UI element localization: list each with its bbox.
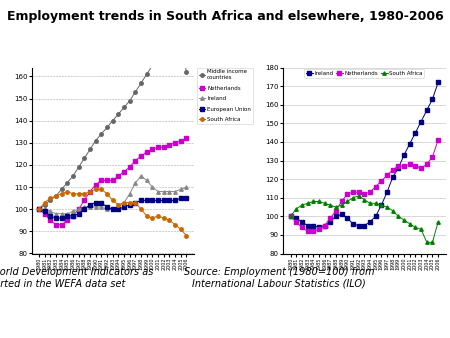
Text: Employment trends in South Africa and elsewhere, 1980-2006: Employment trends in South Africa and el… <box>7 10 443 23</box>
Text: Source: Employment (1980=100) from
International Labour Statistics (ILO): Source: Employment (1980=100) from Inter… <box>184 267 374 289</box>
Text: Source: World Development Indicators as
reported in the WEFA data set: Source: World Development Indicators as … <box>0 267 153 289</box>
Legend: Middle income
countries, Netherlands, Ireland, European Union, South Africa: Middle income countries, Netherlands, Ir… <box>197 68 252 124</box>
Legend: Ireland, Netherlands, South Africa: Ireland, Netherlands, South Africa <box>304 69 424 78</box>
